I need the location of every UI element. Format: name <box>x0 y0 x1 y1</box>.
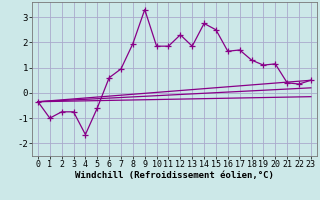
X-axis label: Windchill (Refroidissement éolien,°C): Windchill (Refroidissement éolien,°C) <box>75 171 274 180</box>
